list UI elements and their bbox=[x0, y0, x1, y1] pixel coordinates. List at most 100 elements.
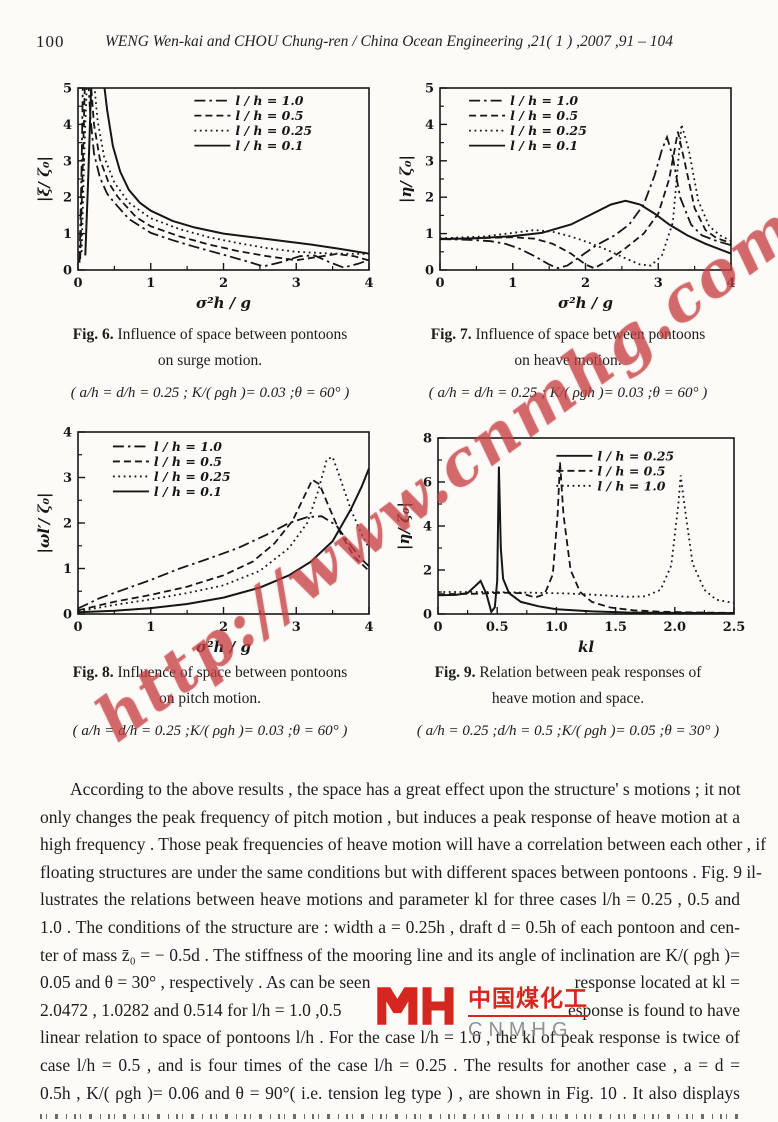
svg-text:4: 4 bbox=[425, 118, 434, 133]
fig9-peak-response-chart: 0 0.5 1.0 1.5 2.0 2.5 0 2 4 6 8 kl |η/ ζ₀| l / h = 0.… bbox=[396, 432, 746, 657]
svg-text:4: 4 bbox=[63, 426, 72, 441]
svg-text:3: 3 bbox=[292, 276, 301, 291]
svg-text:|ξ/ ζ₀|: |ξ/ ζ₀| bbox=[36, 156, 53, 202]
fig9-caption: Fig. 9. Relation between peak responses … bbox=[388, 660, 748, 744]
svg-text:2.5: 2.5 bbox=[723, 620, 746, 635]
svg-text:1: 1 bbox=[508, 276, 517, 291]
svg-text:2: 2 bbox=[425, 191, 434, 206]
svg-text:4: 4 bbox=[726, 276, 735, 291]
fig9-caption-line2: heave motion and space. bbox=[491, 690, 645, 707]
svg-text:0: 0 bbox=[435, 276, 444, 291]
svg-text:2: 2 bbox=[581, 276, 590, 291]
svg-text:8: 8 bbox=[423, 432, 432, 447]
svg-text:l / h = 0.5: l / h = 0.5 bbox=[154, 454, 222, 469]
fig6-caption-line2: on surge motion. bbox=[157, 352, 263, 369]
svg-text:2: 2 bbox=[219, 276, 228, 291]
svg-text:0.5: 0.5 bbox=[486, 620, 509, 635]
svg-text:0: 0 bbox=[63, 264, 72, 279]
fig7-caption-line1: Influence of space between pontoons bbox=[475, 326, 706, 343]
svg-text:2.0: 2.0 bbox=[663, 620, 686, 635]
paragraph-line: 2.0472 , 1.0282 and 0.514 for l/h = 1.0 … bbox=[40, 999, 740, 1020]
cnmhg-logo: 中国煤化工 CNMHG bbox=[376, 977, 588, 1041]
svg-text:1: 1 bbox=[63, 227, 72, 242]
svg-text:3: 3 bbox=[63, 471, 72, 486]
fig6-caption-line1: Influence of space between pontoons bbox=[117, 326, 348, 343]
fig8-caption: Fig. 8. Influence of space between ponto… bbox=[30, 660, 390, 744]
svg-text:σ²h / g: σ²h / g bbox=[196, 638, 251, 656]
svg-text:2: 2 bbox=[219, 620, 228, 635]
svg-text:1: 1 bbox=[63, 562, 72, 577]
svg-text:2: 2 bbox=[63, 517, 72, 532]
svg-text:l / h = 0.25: l / h = 0.25 bbox=[597, 448, 674, 463]
page-number: 100 bbox=[36, 32, 65, 51]
svg-text:3: 3 bbox=[654, 276, 663, 291]
paragraph-line: 0.5h , K/( ρgh )= 0.06 and θ = 90°( i.e.… bbox=[40, 1082, 740, 1103]
fig6-caption: Fig. 6. Influence of space between ponto… bbox=[30, 322, 390, 406]
cnmhg-logo-en-text: CNMHG bbox=[468, 1019, 574, 1041]
svg-text:0: 0 bbox=[63, 608, 72, 623]
svg-text:|η/ ζ₀|: |η/ ζ₀| bbox=[396, 502, 413, 550]
svg-text:2: 2 bbox=[423, 564, 432, 579]
svg-text:4: 4 bbox=[364, 276, 373, 291]
svg-text:l / h = 0.25: l / h = 0.25 bbox=[235, 123, 312, 138]
cnmhg-logo-cn-text: 中国煤化工 bbox=[468, 979, 588, 1017]
svg-text:l / h = 1.0: l / h = 1.0 bbox=[154, 439, 222, 454]
svg-text:0: 0 bbox=[423, 608, 432, 623]
paragraph-line: only changes the peak frequency of pitch… bbox=[40, 806, 740, 827]
running-header: WENG Wen-kai and CHOU Chung-ren / China … bbox=[105, 33, 673, 50]
svg-text:l / h = 0.5: l / h = 0.5 bbox=[597, 463, 665, 478]
fig8-caption-line2: on pitch motion. bbox=[158, 690, 262, 707]
svg-text:1.5: 1.5 bbox=[604, 620, 627, 635]
svg-text:|ωl′/ ζ₀|: |ωl′/ ζ₀| bbox=[36, 492, 53, 553]
svg-text:|η/ ζ₀|: |η/ ζ₀| bbox=[398, 155, 415, 203]
svg-text:l / h = 0.1: l / h = 0.1 bbox=[235, 138, 303, 153]
svg-text:3: 3 bbox=[63, 154, 72, 169]
paragraph-line: 0.05 and θ = 30° , respectively . As can… bbox=[40, 972, 740, 993]
svg-text:1: 1 bbox=[425, 227, 434, 242]
fig7-caption-line2: on heave motion. bbox=[514, 352, 622, 369]
fig8-caption-line1: Influence of space between pontoons bbox=[117, 664, 348, 681]
svg-text:kl: kl bbox=[578, 638, 594, 656]
fig8-params: ( a/h = d/h = 0.25 ;K/( ρgh )= 0.03 ;θ =… bbox=[72, 723, 348, 739]
svg-text:6: 6 bbox=[423, 476, 432, 491]
svg-text:0: 0 bbox=[73, 620, 82, 635]
svg-text:4: 4 bbox=[364, 620, 373, 635]
svg-text:l / h = 1.0: l / h = 1.0 bbox=[235, 93, 303, 108]
paragraph-line: ter of mass z̄₀ = − 0.5d . The stiffness… bbox=[40, 944, 740, 965]
svg-text:σ²h / g: σ²h / g bbox=[558, 294, 613, 312]
svg-text:1: 1 bbox=[146, 276, 155, 291]
fig7-label: Fig. 7. bbox=[430, 326, 472, 343]
svg-text:l / h = 0.1: l / h = 0.1 bbox=[154, 484, 222, 499]
fig6-label: Fig. 6. bbox=[72, 326, 114, 343]
svg-text:1.0: 1.0 bbox=[545, 620, 568, 635]
svg-text:5: 5 bbox=[63, 82, 72, 97]
svg-text:0: 0 bbox=[425, 264, 434, 279]
svg-text:3: 3 bbox=[292, 620, 301, 635]
paragraph-line: high frequency . Those peak frequencies … bbox=[40, 834, 767, 855]
fig9-label: Fig. 9. bbox=[434, 664, 476, 681]
fig9-params: ( a/h = 0.25 ;d/h = 0.5 ;K/( ρgh )= 0.05… bbox=[416, 723, 720, 739]
fig7-params: ( a/h = d/h = 0.25 ; K/( ρgh )= 0.03 ;θ … bbox=[428, 385, 708, 401]
paragraph-line: According to the above results , the spa… bbox=[70, 779, 741, 799]
svg-text:4: 4 bbox=[423, 520, 432, 535]
svg-text:0: 0 bbox=[73, 276, 82, 291]
paragraph-line: 1.0 . The conditions of the structure ar… bbox=[40, 916, 740, 937]
svg-text:l / h = 1.0: l / h = 1.0 bbox=[597, 478, 665, 493]
fig8-label: Fig. 8. bbox=[72, 664, 114, 681]
svg-text:l / h = 1.0: l / h = 1.0 bbox=[510, 93, 578, 108]
fig6-params: ( a/h = d/h = 0.25 ; K/( ρgh )= 0.03 ;θ … bbox=[70, 385, 350, 401]
fig9-caption-line1: Relation between peak responses of bbox=[479, 664, 702, 681]
paragraph-line: lustrates the relations between heave mo… bbox=[40, 889, 740, 910]
svg-text:0: 0 bbox=[433, 620, 442, 635]
svg-text:l / h = 0.25: l / h = 0.25 bbox=[510, 123, 587, 138]
cnmhg-logo-icon bbox=[377, 987, 454, 1025]
paragraph-line: case l/h = 0.5 , and is four times of th… bbox=[40, 1054, 740, 1075]
svg-text:l / h = 0.5: l / h = 0.5 bbox=[510, 108, 578, 123]
fig7-caption: Fig. 7. Influence of space between ponto… bbox=[388, 322, 748, 406]
svg-text:l / h = 0.1: l / h = 0.1 bbox=[510, 138, 578, 153]
svg-text:l / h = 0.5: l / h = 0.5 bbox=[235, 108, 303, 123]
